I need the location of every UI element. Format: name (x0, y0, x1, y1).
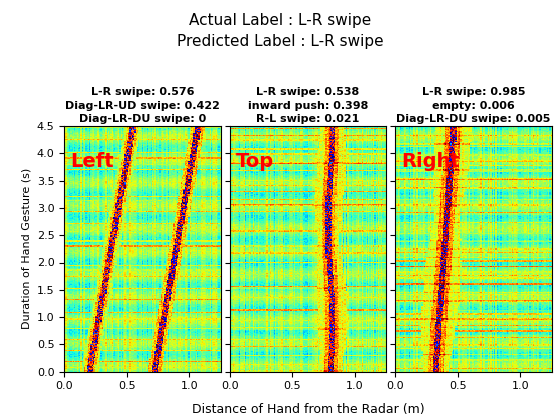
Y-axis label: Duration of Hand Gesture (s): Duration of Hand Gesture (s) (21, 168, 31, 329)
Text: Actual Label : L-R swipe
Predicted Label : L-R swipe: Actual Label : L-R swipe Predicted Label… (177, 13, 383, 49)
Text: Distance of Hand from the Radar (m): Distance of Hand from the Radar (m) (192, 403, 424, 416)
Title: L-R swipe: 0.538
inward push: 0.398
R-L swipe: 0.021: L-R swipe: 0.538 inward push: 0.398 R-L … (248, 87, 368, 124)
Text: Right: Right (402, 152, 460, 171)
Title: L-R swipe: 0.985
empty: 0.006
Diag-LR-DU swipe: 0.005: L-R swipe: 0.985 empty: 0.006 Diag-LR-DU… (396, 87, 550, 124)
Text: Left: Left (71, 152, 114, 171)
Text: Top: Top (236, 152, 274, 171)
Title: L-R swipe: 0.576
Diag-LR-UD swipe: 0.422
Diag-LR-DU swipe: 0: L-R swipe: 0.576 Diag-LR-UD swipe: 0.422… (65, 87, 220, 124)
